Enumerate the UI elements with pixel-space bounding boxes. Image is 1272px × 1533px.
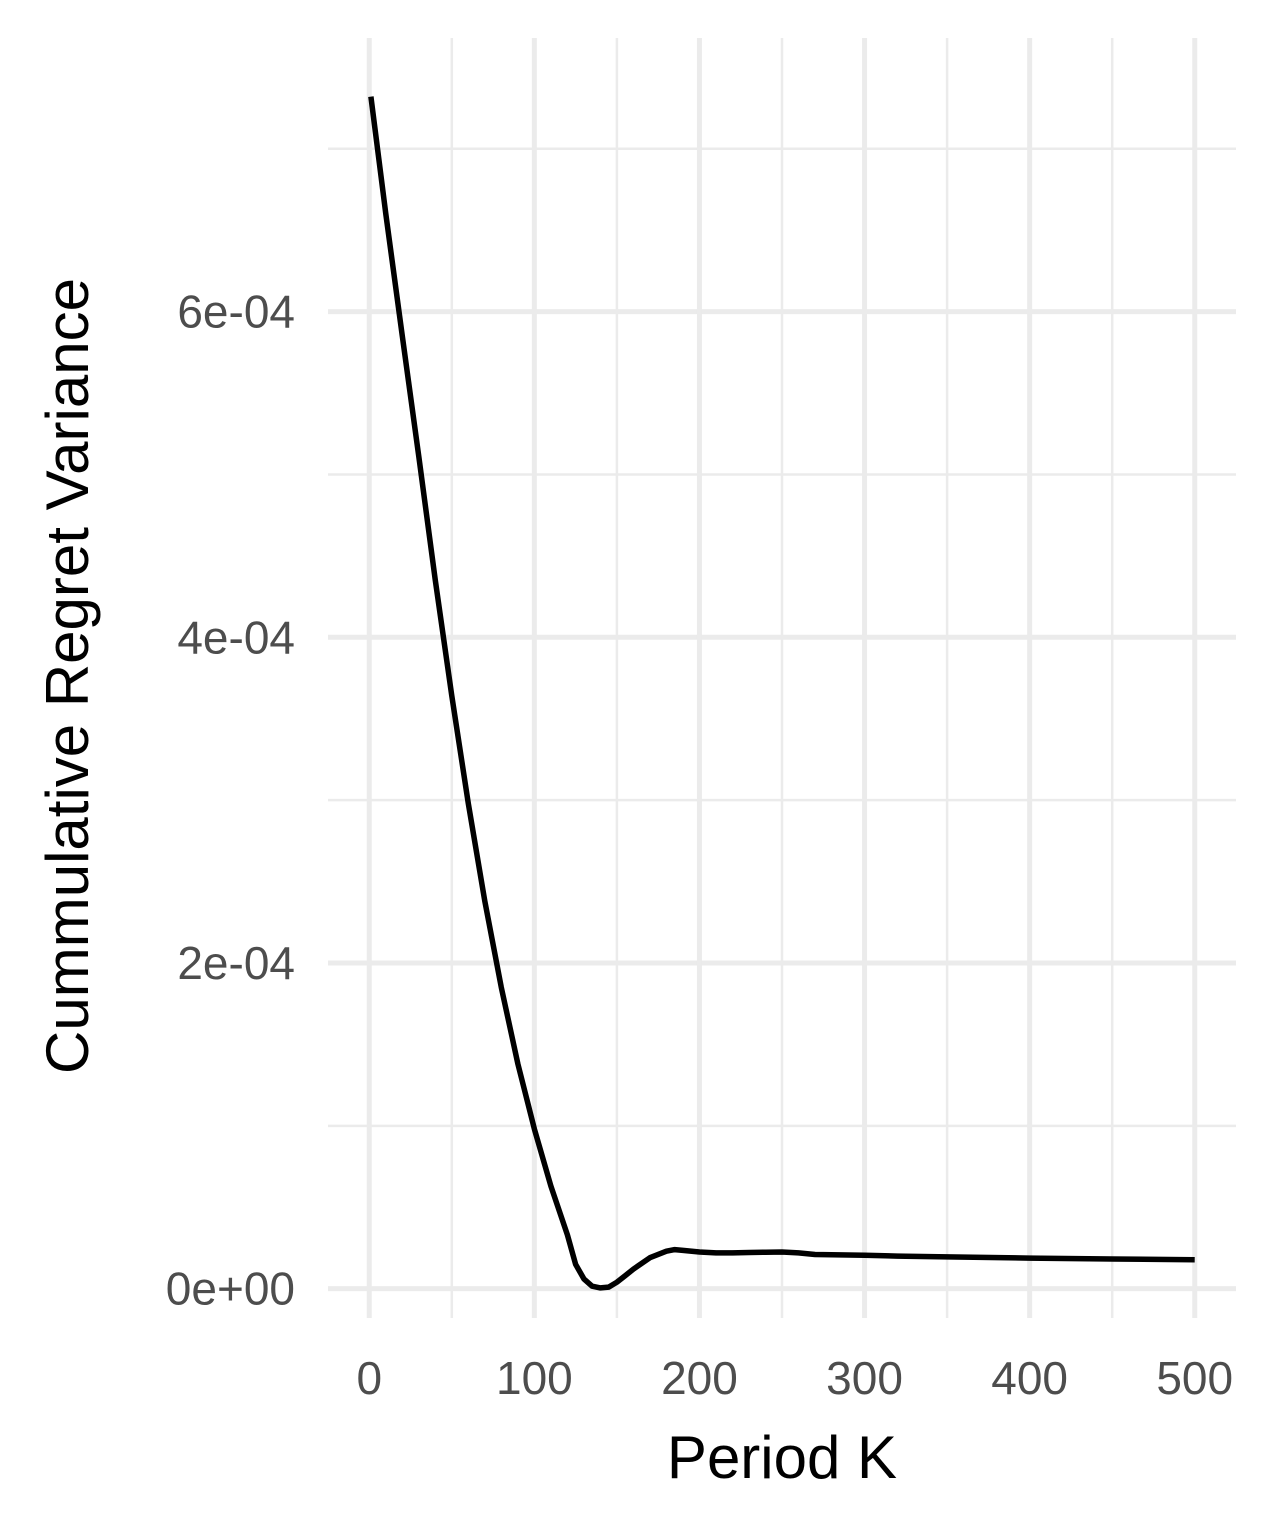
x-tick-label: 500 xyxy=(1156,1352,1233,1404)
x-axis-tick-labels: 0 100 200 300 400 500 xyxy=(356,1352,1233,1404)
y-tick-label: 0e+00 xyxy=(166,1263,295,1315)
minor-gridlines xyxy=(328,38,1236,1318)
y-axis-tick-labels: 0e+00 2e-04 4e-04 6e-04 xyxy=(166,286,295,1315)
y-tick-label: 4e-04 xyxy=(177,611,295,663)
x-tick-label: 400 xyxy=(991,1352,1068,1404)
y-tick-label: 6e-04 xyxy=(177,286,295,338)
x-tick-label: 100 xyxy=(496,1352,573,1404)
major-gridlines xyxy=(328,38,1236,1318)
y-tick-label: 2e-04 xyxy=(177,937,295,989)
x-tick-label: 0 xyxy=(356,1352,382,1404)
x-tick-label: 300 xyxy=(826,1352,903,1404)
x-tick-label: 200 xyxy=(661,1352,738,1404)
x-axis-title: Period K xyxy=(667,1424,897,1491)
series-line-0 xyxy=(368,96,1195,1291)
series-layer xyxy=(368,96,1195,1291)
y-axis-title: Cummulative Regret Variance xyxy=(34,278,101,1074)
